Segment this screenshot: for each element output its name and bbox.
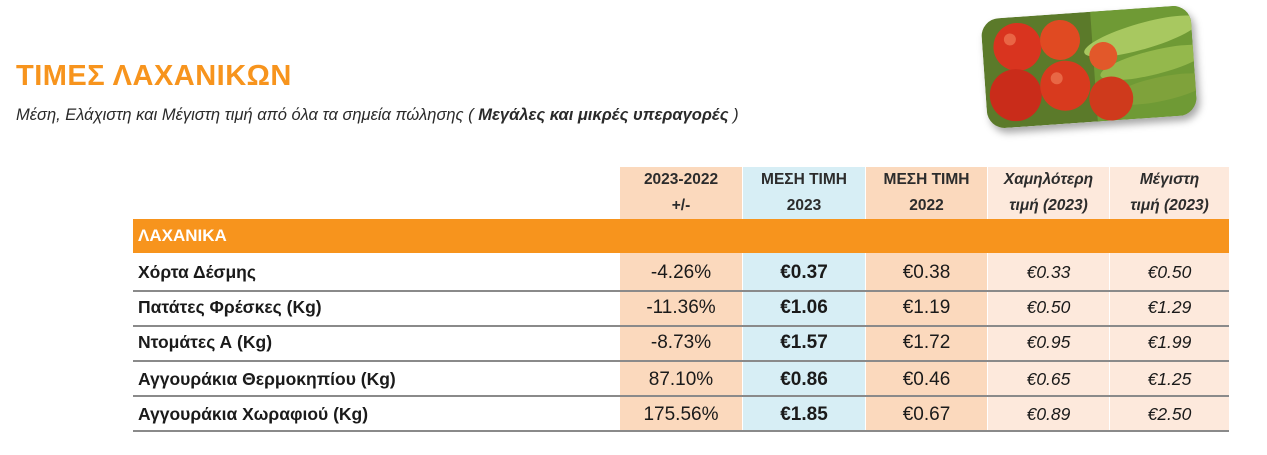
row-divider — [133, 395, 1229, 397]
row-divider — [133, 290, 1229, 292]
row-change: -4.26% — [650, 261, 712, 283]
header-change-line2: +/- — [671, 197, 691, 214]
row-name: Χόρτα Δέσμης — [138, 262, 256, 282]
row-avg-2023: €0.86 — [780, 368, 828, 390]
col-bg-min-2023 — [988, 253, 1109, 431]
row-min-2023: €0.50 — [1026, 297, 1071, 317]
header-min-2023-line2: τιμή (2023) — [1009, 197, 1088, 214]
header-max-2023-line2: τιμή (2023) — [1130, 197, 1209, 214]
row-change: -8.73% — [650, 331, 712, 353]
page-subtitle: Μέση, Ελάχιστη και Μέγιστη τιμή από όλα … — [16, 106, 739, 125]
row-divider — [133, 430, 1229, 432]
row-change: 87.10% — [648, 368, 714, 390]
row-divider — [133, 325, 1229, 327]
table-row: Πατάτες Φρέσκες (Kg) -11.36% €1.06 €1.19… — [133, 290, 1229, 325]
row-max-2023: €2.50 — [1147, 404, 1192, 424]
header-change-line1: 2023-2022 — [643, 171, 719, 188]
subtitle-suffix: ) — [733, 106, 739, 124]
vegetables-image — [980, 4, 1198, 130]
row-min-2023: €0.33 — [1026, 262, 1071, 282]
header-max-2023: Μέγιστη τιμή (2023) — [1110, 167, 1229, 219]
row-avg-2023: €1.85 — [780, 403, 828, 425]
row-max-2023: €1.25 — [1147, 369, 1192, 389]
row-min-2023: €0.89 — [1026, 404, 1071, 424]
row-name: Ντομάτες Α (Kg) — [138, 332, 273, 352]
header-avg-2023-line1: ΜΕΣΗ ΤΙΜΗ — [761, 171, 847, 188]
row-change: -11.36% — [646, 296, 716, 318]
header-min-2023-line1: Χαμηλότερη — [1003, 171, 1094, 188]
col-bg-avg-2023 — [743, 253, 865, 431]
header-avg-2022: ΜΕΣΗ ΤΙΜΗ 2022 — [866, 167, 987, 219]
col-bg-max-2023 — [1110, 253, 1229, 431]
col-bg-change — [620, 253, 742, 431]
row-divider — [133, 360, 1229, 362]
table-row: Αγγουράκια Θερμοκηπίου (Kg) 87.10% €0.86… — [133, 362, 1229, 397]
category-band: ΛΑΧΑΝΙΚΑ — [133, 219, 1229, 253]
row-name: Αγγουράκια Χωραφιού (Kg) — [138, 404, 369, 424]
header-avg-2022-line2: 2022 — [909, 197, 944, 214]
vegetables-photo — [980, 4, 1198, 130]
row-avg-2022: €1.19 — [902, 296, 951, 318]
row-max-2023: €0.50 — [1147, 262, 1192, 282]
row-avg-2022: €0.38 — [902, 261, 951, 283]
page-title: ΤΙΜΕΣ ΛΑΧΑΝΙΚΩΝ — [16, 60, 292, 92]
header-min-2023: Χαμηλότερη τιμή (2023) — [988, 167, 1109, 219]
subtitle-prefix: Μέση, Ελάχιστη και Μέγιστη τιμή από όλα … — [16, 106, 474, 124]
row-avg-2023: €1.57 — [780, 331, 828, 353]
row-avg-2022: €1.72 — [902, 331, 951, 353]
row-avg-2022: €0.46 — [902, 368, 951, 390]
header-change: 2023-2022 +/- — [620, 167, 742, 219]
col-bg-avg-2022 — [866, 253, 987, 431]
row-name: Αγγουράκια Θερμοκηπίου (Kg) — [138, 369, 396, 389]
header-avg-2023-line2: 2023 — [786, 197, 822, 214]
row-avg-2023: €0.37 — [780, 261, 828, 283]
row-name: Πατάτες Φρέσκες (Kg) — [138, 297, 322, 317]
table-row: Ντομάτες Α (Kg) -8.73% €1.57 €1.72 €0.95… — [133, 325, 1229, 360]
row-avg-2023: €1.06 — [780, 296, 828, 318]
row-max-2023: €1.29 — [1147, 297, 1192, 317]
header-avg-2023: ΜΕΣΗ ΤΙΜΗ 2023 — [743, 167, 865, 219]
row-min-2023: €0.65 — [1026, 369, 1071, 389]
row-min-2023: €0.95 — [1026, 332, 1071, 352]
row-avg-2022: €0.67 — [902, 403, 951, 425]
table-row: Αγγουράκια Χωραφιού (Kg) 175.56% €1.85 €… — [133, 397, 1229, 432]
subtitle-bold: Μεγάλες και μικρές υπεραγορές — [478, 106, 729, 124]
header-avg-2022-line1: ΜΕΣΗ ΤΙΜΗ — [883, 171, 970, 188]
table-row: Χόρτα Δέσμης -4.26% €0.37 €0.38 €0.33 €0… — [133, 255, 1229, 290]
category-label: ΛΑΧΑΝΙΚΑ — [138, 226, 227, 245]
row-change: 175.56% — [643, 403, 719, 425]
header-max-2023-line1: Μέγιστη — [1139, 171, 1200, 188]
row-max-2023: €1.99 — [1147, 332, 1192, 352]
